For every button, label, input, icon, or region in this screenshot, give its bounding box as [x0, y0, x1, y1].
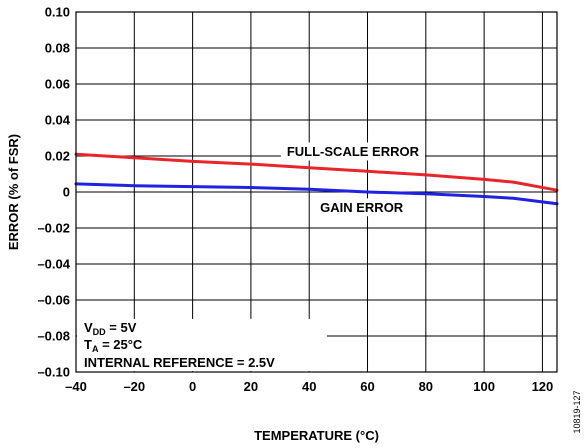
- x-tick-label: 40: [302, 379, 316, 394]
- x-tick-label: 0: [189, 379, 196, 394]
- y-tick-label: –0.08: [37, 329, 70, 344]
- conditions-background: [77, 318, 327, 372]
- y-tick-labels: 0.10 0.08 0.06 0.04 0.02 0 –0.02 –0.04 –0.06 –0.0…: [37, 5, 70, 380]
- series-line-1: [74, 182, 559, 206]
- full-scale-label-background: [280, 142, 426, 161]
- vdd-condition: VDD = 5V: [84, 320, 137, 337]
- y-tick-label: –0.04: [37, 257, 70, 272]
- x-tick-label: 20: [244, 379, 258, 394]
- x-tick-label: 60: [360, 379, 374, 394]
- x-tick-label: –20: [123, 379, 145, 394]
- x-tick-label: 120: [532, 379, 554, 394]
- y-tick-label: 0.06: [45, 77, 70, 92]
- x-axis-title: TEMPERATURE (°C): [254, 428, 379, 443]
- y-tick-label: –0.02: [37, 221, 70, 236]
- ta-value: = 25°C: [98, 337, 142, 352]
- y-tick-label: 0.02: [45, 149, 70, 164]
- gain-error-label: GAIN ERROR: [320, 200, 404, 215]
- ta-subscript: A: [92, 344, 99, 354]
- x-tick-label: 80: [419, 379, 433, 394]
- vdd-value: = 5V: [106, 320, 137, 335]
- figure-id: 10819-127: [572, 390, 582, 433]
- y-tick-label: 0.10: [45, 5, 70, 20]
- y-tick-label: 0.04: [45, 113, 71, 128]
- y-tick-label: –0.10: [37, 365, 70, 380]
- gain-label-background: [314, 198, 410, 217]
- conditions-annotation: VDD = 5V TA = 25°C INTERNAL REFERENCE = …: [77, 318, 327, 372]
- ta-condition: TA = 25°C: [84, 337, 143, 354]
- y-tick-label: –0.06: [37, 293, 70, 308]
- grid: [76, 12, 557, 372]
- y-axis-title: ERROR (% of FSR): [6, 134, 21, 250]
- x-tick-label: 100: [473, 379, 495, 394]
- y-tick-label: 0: [63, 185, 70, 200]
- vdd-main: V: [84, 320, 93, 335]
- y-tick-label: 0.08: [45, 41, 70, 56]
- series-layer: [74, 152, 559, 206]
- full-scale-error-label: FULL-SCALE ERROR: [287, 144, 420, 159]
- x-tick-labels: –40 –20 0 20 40 60 80 100 120: [65, 379, 553, 394]
- series-line-0: [74, 152, 559, 192]
- ta-main: T: [84, 337, 92, 352]
- vdd-subscript: DD: [93, 327, 106, 337]
- plot-frame: [75, 11, 558, 373]
- reference-condition: INTERNAL REFERENCE = 2.5V: [84, 355, 275, 370]
- x-tick-label: –40: [65, 379, 87, 394]
